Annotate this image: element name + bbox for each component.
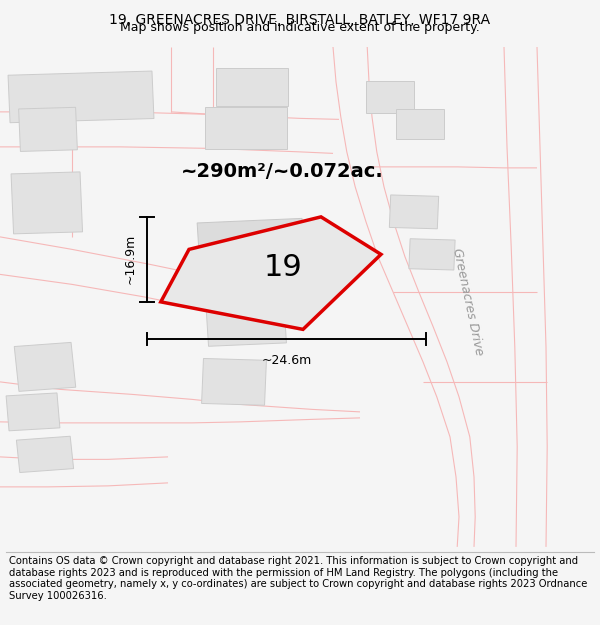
Polygon shape: [11, 172, 83, 234]
Text: Map shows position and indicative extent of the property.: Map shows position and indicative extent…: [120, 21, 480, 34]
Polygon shape: [366, 81, 414, 113]
Polygon shape: [8, 71, 154, 122]
Text: ~24.6m: ~24.6m: [262, 354, 311, 367]
Polygon shape: [389, 195, 439, 229]
Polygon shape: [216, 68, 288, 106]
Text: Contains OS data © Crown copyright and database right 2021. This information is : Contains OS data © Crown copyright and d…: [9, 556, 587, 601]
Polygon shape: [197, 218, 307, 301]
Text: ~290m²/~0.072ac.: ~290m²/~0.072ac.: [181, 162, 383, 181]
Polygon shape: [19, 107, 77, 151]
Polygon shape: [409, 239, 455, 270]
Polygon shape: [202, 359, 266, 405]
Polygon shape: [161, 217, 381, 329]
Text: 19, GREENACRES DRIVE, BIRSTALL, BATLEY, WF17 9RA: 19, GREENACRES DRIVE, BIRSTALL, BATLEY, …: [109, 13, 491, 27]
Polygon shape: [16, 436, 74, 472]
Text: 19: 19: [263, 253, 302, 282]
Text: ~16.9m: ~16.9m: [124, 234, 137, 284]
Polygon shape: [396, 109, 444, 139]
Polygon shape: [205, 107, 287, 149]
Polygon shape: [206, 296, 286, 346]
Text: Greenacres Drive: Greenacres Drive: [450, 247, 486, 357]
Polygon shape: [14, 342, 76, 391]
Polygon shape: [6, 393, 60, 431]
